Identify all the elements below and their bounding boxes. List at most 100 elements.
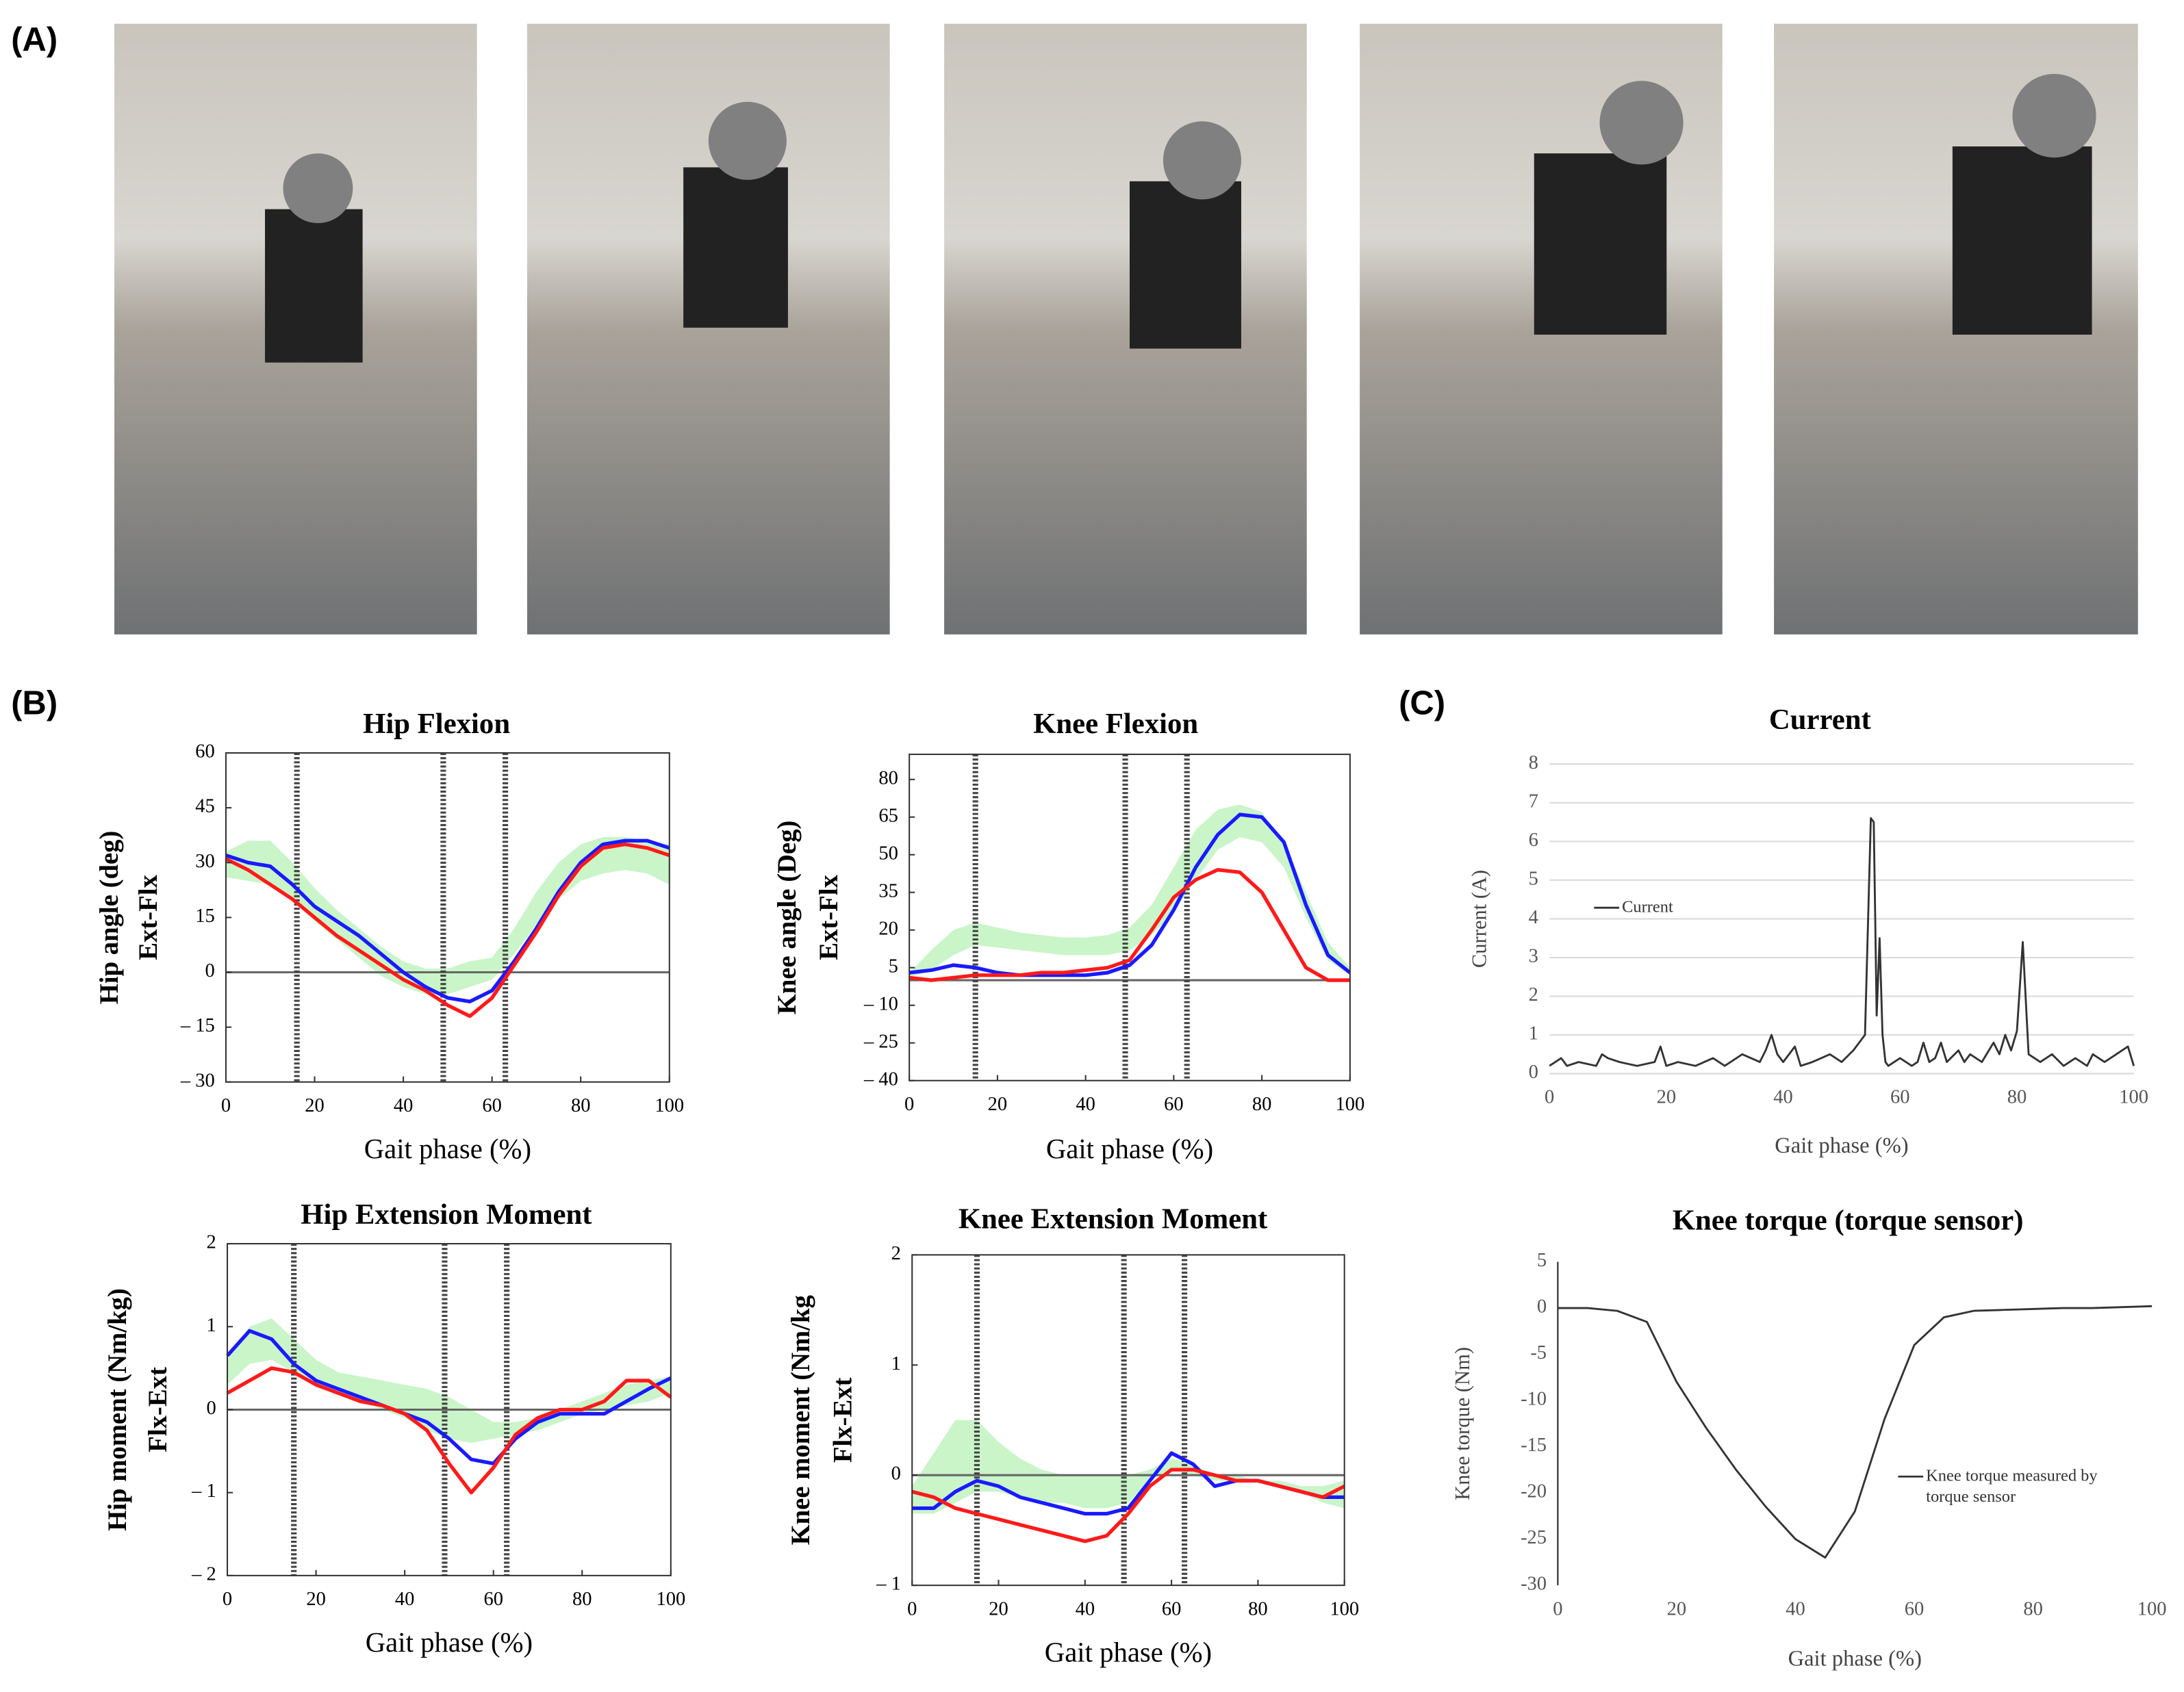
- y-tick-label: 3: [1529, 946, 1538, 967]
- y-axis-label: Current (A): [1467, 870, 1490, 968]
- photo: [1360, 23, 1723, 634]
- legend: Knee torque measured by torque sensor: [1926, 1465, 2098, 1507]
- x-axis-label: Gait phase (%): [1775, 1133, 1908, 1158]
- y-tick-label: 5: [1529, 868, 1538, 889]
- y-tick-label: -15: [1521, 1435, 1547, 1456]
- y-tick-label: 20: [878, 918, 898, 939]
- chart-title: Current: [1769, 704, 1872, 736]
- x-tick-label: 100: [2137, 1598, 2167, 1619]
- x-axis-label: Gait phase (%): [1046, 1133, 1213, 1164]
- y-tick-label: – 1: [191, 1480, 216, 1502]
- x-tick-label: 100: [656, 1589, 685, 1610]
- x-tick-label: 60: [482, 1095, 502, 1116]
- normal-range-band: [909, 804, 1350, 978]
- x-tick-label: 40: [1076, 1094, 1095, 1115]
- normal-range-band: [912, 1420, 1345, 1514]
- plot-frame: [911, 1254, 1345, 1587]
- x-tick-label: 80: [2023, 1598, 2043, 1619]
- x-tick-label: 100: [1335, 1094, 1364, 1115]
- x-tick-label: 20: [306, 1589, 325, 1610]
- chart-title: Knee Extension Moment: [958, 1203, 1268, 1235]
- x-axis-label: Gait phase (%): [1045, 1637, 1212, 1667]
- x-tick-label: 80: [2007, 1087, 2027, 1108]
- legend-label: Current: [1622, 896, 1673, 916]
- y-tick-label: -30: [1521, 1574, 1547, 1595]
- normal-range-band: [227, 1318, 671, 1443]
- series-line: [226, 1366, 672, 1495]
- x-tick-label: 80: [1248, 1598, 1268, 1619]
- x-tick-label: 0: [904, 1094, 914, 1115]
- x-tick-label: 40: [1773, 1087, 1793, 1108]
- chart-title: Knee Flexion: [1033, 708, 1198, 740]
- x-tick-label: 80: [1252, 1094, 1272, 1115]
- x-tick-label: 0: [221, 1095, 231, 1116]
- y-tick-label: 15: [195, 906, 215, 927]
- y-tick-label: -20: [1521, 1481, 1547, 1502]
- legend-label: Knee torque measured by torque sensor: [1926, 1465, 2098, 1507]
- series-line: [911, 1467, 1345, 1543]
- y-tick-label: – 15: [180, 1015, 215, 1036]
- photo: [944, 23, 1307, 634]
- y-tick-label: 0: [1537, 1296, 1547, 1318]
- y-tick-label: 50: [878, 843, 898, 864]
- x-tick-label: 20: [1657, 1087, 1677, 1108]
- series-line: [909, 868, 1350, 982]
- x-tick-label: 20: [305, 1095, 325, 1116]
- x-tick-label: 60: [1890, 1087, 1910, 1108]
- y-tick-label: 30: [195, 851, 215, 872]
- y-tick-label: 0: [1529, 1062, 1538, 1083]
- chart-title: Hip Extension Moment: [301, 1198, 592, 1231]
- y-tick-label: 6: [1529, 830, 1538, 851]
- series-line: [225, 842, 670, 1018]
- plot-frame: [909, 754, 1351, 1081]
- legend: Current: [1622, 896, 1673, 916]
- y-tick-label: 35: [878, 880, 898, 901]
- x-tick-label: 80: [571, 1095, 591, 1116]
- y-axis-label: Flx-Ext: [144, 1367, 173, 1452]
- y-axis-label: Knee angle (Deg): [773, 821, 802, 1015]
- y-tick-label: 8: [1529, 752, 1538, 773]
- series-line: [909, 812, 1351, 977]
- x-tick-label: 80: [572, 1589, 592, 1610]
- series-line: [1558, 1305, 2153, 1559]
- x-axis-label: Gait phase (%): [366, 1627, 533, 1658]
- normal-range-band: [226, 836, 670, 995]
- y-tick-label: 0: [891, 1463, 901, 1485]
- x-tick-label: 0: [907, 1598, 917, 1619]
- x-tick-label: 60: [1162, 1598, 1182, 1619]
- x-tick-label: 40: [1786, 1598, 1805, 1619]
- y-tick-label: 2: [206, 1232, 216, 1253]
- y-axis-label: Knee torque (Nm): [1451, 1347, 1474, 1500]
- y-tick-label: – 2: [191, 1563, 216, 1585]
- y-tick-label: -25: [1521, 1527, 1547, 1548]
- panel-label: (B): [11, 685, 58, 722]
- y-axis-label: Ext-Flx: [134, 874, 163, 960]
- plot-frame: [225, 752, 670, 1083]
- x-tick-label: 20: [1667, 1598, 1687, 1619]
- y-axis-label: Ext-Flx: [815, 874, 843, 960]
- y-axis-label: Flx-Ext: [828, 1377, 857, 1463]
- x-tick-label: 100: [655, 1095, 684, 1116]
- photo: [1774, 23, 2138, 634]
- y-tick-label: 4: [1529, 907, 1538, 928]
- x-tick-label: 40: [394, 1095, 414, 1116]
- y-tick-label: 1: [1529, 1023, 1538, 1044]
- y-tick-label: 2: [891, 1243, 901, 1264]
- x-tick-label: 0: [1545, 1087, 1554, 1108]
- y-tick-label: 5: [1537, 1250, 1547, 1271]
- y-tick-label: – 30: [180, 1070, 215, 1091]
- x-tick-label: 60: [1905, 1598, 1925, 1619]
- x-tick-label: 60: [1164, 1094, 1184, 1115]
- y-axis-label: Hip angle (deg): [95, 831, 124, 1005]
- chart-title: Knee torque (torque sensor): [1673, 1204, 2024, 1236]
- y-tick-label: 0: [205, 960, 214, 982]
- y-tick-label: – 25: [863, 1031, 898, 1052]
- y-tick-label: 5: [889, 956, 898, 977]
- x-tick-label: 20: [988, 1094, 1007, 1115]
- x-tick-label: 100: [2119, 1087, 2148, 1108]
- y-tick-label: 1: [206, 1315, 216, 1336]
- photos: [114, 23, 2138, 634]
- y-tick-label: – 10: [863, 993, 898, 1014]
